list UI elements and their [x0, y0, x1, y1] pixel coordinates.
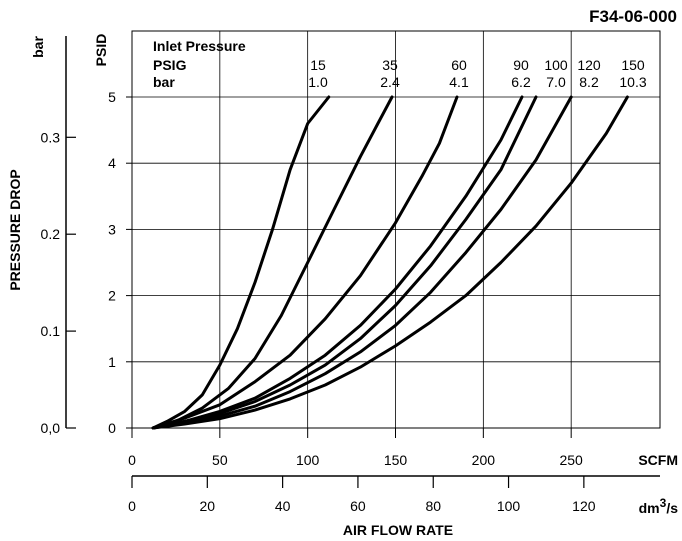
series-line-60-psig	[151, 95, 459, 430]
scfm-tick-label: 100	[296, 452, 320, 468]
psid-tick-label: 0	[108, 420, 116, 436]
y-axis-unit-bar: bar	[30, 36, 46, 58]
x-axis-title: AIR FLOW RATE	[343, 522, 453, 538]
y-axis-unit-psid: PSID	[93, 34, 109, 67]
series-line-35-psig	[151, 95, 394, 430]
scfm-tick-label: 150	[384, 452, 408, 468]
psid-tick-label: 1	[108, 354, 116, 370]
x-axis-unit-scfm: SCFM	[638, 452, 678, 468]
dm3s-tick-label: 0	[128, 498, 136, 514]
dm3s-ticks: 0 20 40 60 80 100 120	[128, 476, 596, 514]
legend-bar-value: 1.0	[308, 74, 328, 90]
bar-tick-label: 0.3	[41, 129, 61, 145]
dm3s-unit-sup: 3	[660, 496, 667, 510]
legend-psig-value: 150	[621, 57, 645, 73]
series-group	[151, 95, 629, 430]
legend-bar-label: bar	[153, 74, 175, 90]
legend-psig-label: PSIG	[153, 57, 187, 73]
scfm-ticks: 0 50 100 150 200 250	[128, 428, 583, 468]
series-line-150-psig	[151, 95, 629, 430]
legend: Inlet Pressure PSIG bar 151.0 352.4 604.1 9…	[153, 38, 647, 90]
psid-tick-label: 3	[108, 221, 116, 237]
dm3s-tick-label: 120	[572, 498, 596, 514]
dm3s-unit-base: dm	[639, 500, 660, 516]
grid-lines	[132, 31, 660, 428]
psid-tick-label: 4	[108, 155, 116, 171]
series-line-15-psig	[151, 95, 331, 430]
legend-bar-value: 7.0	[546, 74, 566, 90]
dm3s-tick-label: 20	[200, 498, 216, 514]
bar-tick-label: 0,0	[41, 420, 61, 436]
scfm-tick-label: 250	[559, 452, 583, 468]
legend-psig-value: 15	[310, 57, 326, 73]
dm3s-unit-tail: /s	[666, 500, 678, 516]
dm3s-tick-label: 40	[275, 498, 291, 514]
legend-psig-value: 100	[544, 57, 568, 73]
x-axis-unit-dm3s: dm3/s	[639, 496, 679, 516]
figure-id: F34-06-000	[589, 7, 677, 26]
psid-tick-label: 5	[108, 89, 116, 105]
legend-psig-value: 120	[577, 57, 601, 73]
psid-tick-label: 2	[108, 288, 116, 304]
scfm-tick-label: 0	[128, 452, 136, 468]
series-line-120-psig	[151, 95, 573, 430]
legend-psig-value: 90	[513, 57, 529, 73]
legend-title: Inlet Pressure	[153, 38, 246, 54]
bar-tick-label: 0.2	[41, 226, 61, 242]
legend-bar-value: 8.2	[579, 74, 599, 90]
legend-bar-value: 6.2	[511, 74, 531, 90]
dm3s-tick-label: 60	[350, 498, 366, 514]
series-line-100-psig	[151, 95, 538, 430]
dm3s-tick-label: 100	[497, 498, 521, 514]
scfm-tick-label: 200	[472, 452, 496, 468]
legend-bar-value: 4.1	[449, 74, 469, 90]
legend-bar-value: 2.4	[380, 74, 400, 90]
psid-ticks: 0 1 2 3 4 5	[108, 89, 132, 436]
y-axis-title: PRESSURE DROP	[7, 169, 23, 290]
legend-bar-value: 10.3	[619, 74, 646, 90]
legend-psig-value: 35	[382, 57, 398, 73]
dm3s-tick-label: 80	[425, 498, 441, 514]
scfm-tick-label: 50	[212, 452, 228, 468]
bar-tick-label: 0.1	[41, 323, 61, 339]
series-line-90-psig	[151, 95, 524, 430]
legend-psig-value: 60	[451, 57, 467, 73]
bar-ticks: 0,0 0.1 0.2 0.3	[41, 129, 76, 436]
